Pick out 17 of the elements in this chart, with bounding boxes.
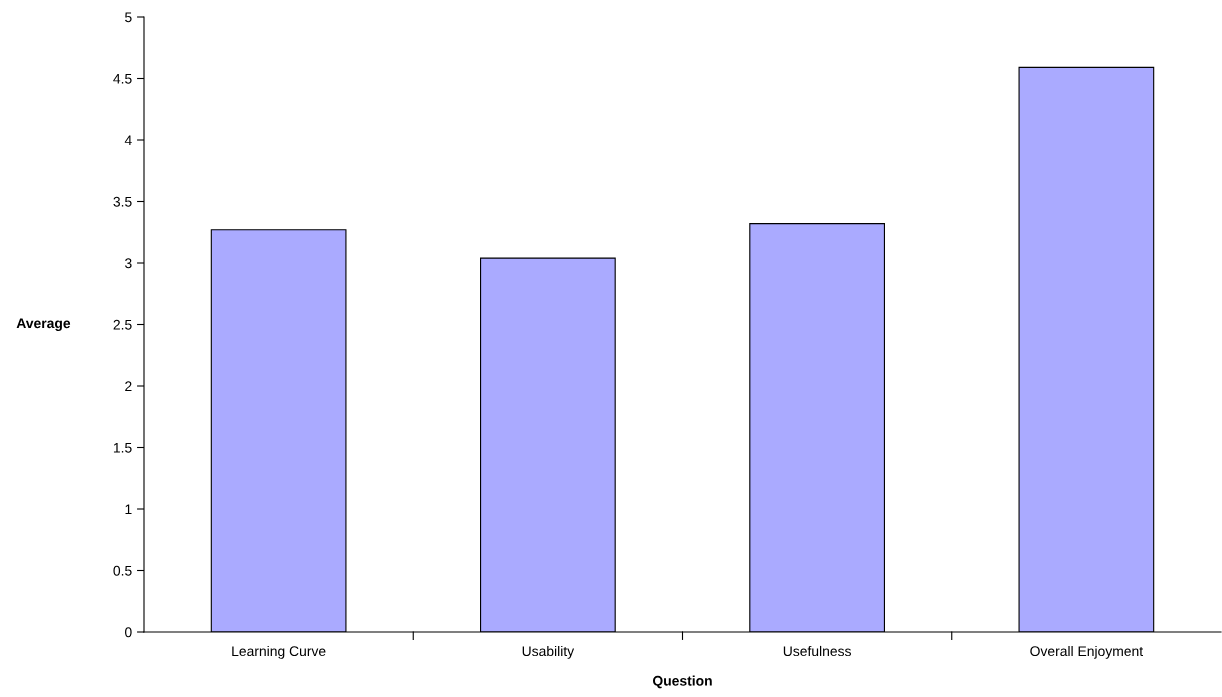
- y-tick-label: 5: [125, 12, 132, 23]
- y-tick-label: 2.5: [113, 319, 132, 330]
- y-tick-label: 4: [124, 135, 132, 146]
- x-axis-title: Question: [652, 675, 712, 689]
- x-tick-label: Learning Curve: [232, 645, 326, 659]
- x-tick-label: Usefulness: [783, 645, 851, 657]
- y-tick-label: 4.5: [113, 73, 132, 84]
- y-axis-title: Average: [16, 318, 71, 331]
- y-tick-label: 0: [125, 627, 132, 638]
- x-tick-label: Usability: [522, 645, 575, 659]
- y-tick-label: 1: [125, 504, 132, 515]
- y-tick-label: 0.5: [113, 565, 132, 576]
- y-tick-label: 1.5: [113, 442, 132, 453]
- y-tick-label: 2: [125, 381, 132, 392]
- x-tick-label: Overall Enjoyment: [1030, 645, 1144, 659]
- y-tick-label: 3: [125, 258, 132, 269]
- y-tick-label: 3.5: [113, 196, 132, 207]
